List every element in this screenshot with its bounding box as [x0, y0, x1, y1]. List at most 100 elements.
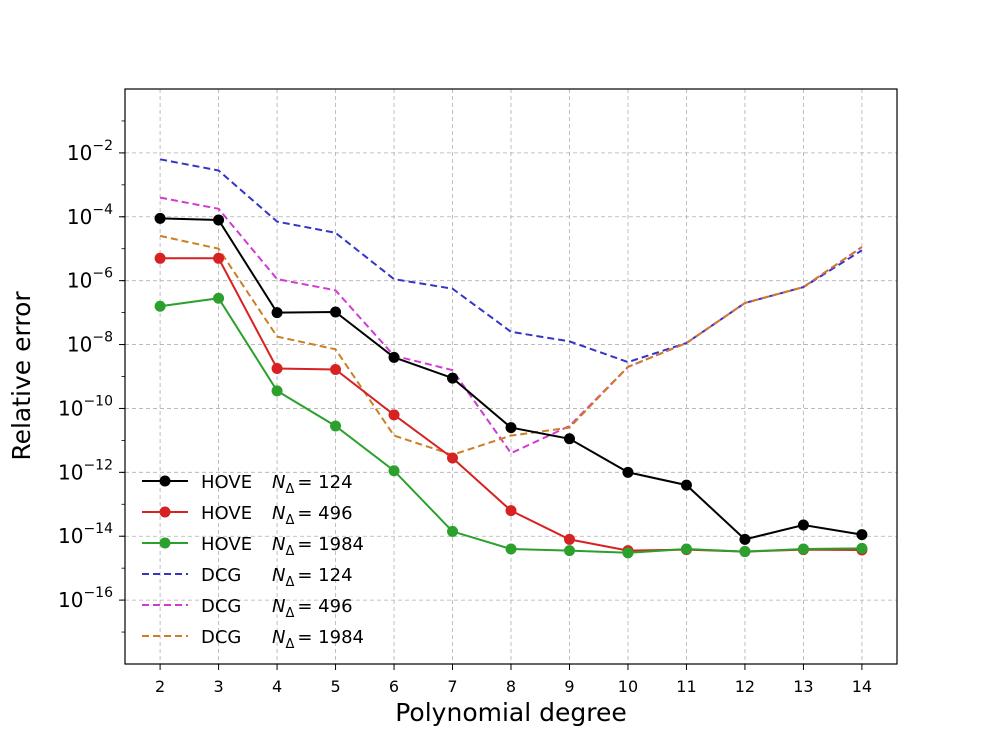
y-tick-label: 10−8 [67, 330, 113, 357]
legend-n-number: = 124 [297, 565, 352, 586]
series-lines [154, 158, 868, 559]
data-point [563, 533, 575, 545]
legend-n-symbol: N [272, 596, 285, 617]
x-tick-label: 13 [793, 677, 813, 696]
legend-n-symbol: N [272, 534, 285, 555]
x-tick-label: 6 [389, 677, 399, 696]
legend-method: HOVE [201, 503, 252, 524]
x-axis-label: Polynomial degree [395, 698, 626, 727]
legend-n-value: NΔ = 496 [272, 596, 353, 621]
data-point [505, 543, 517, 555]
legend-n-number: = 124 [297, 472, 352, 493]
data-point [271, 307, 283, 319]
legend-n-symbol: N [272, 503, 285, 524]
data-point [388, 351, 400, 363]
legend-n-subscript: Δ [285, 513, 294, 528]
legend-n-value: NΔ = 1984 [272, 627, 364, 652]
series-line-dcg-3 [159, 158, 863, 364]
data-point [622, 547, 634, 559]
x-tick-label: 14 [852, 677, 872, 696]
data-point [271, 385, 283, 397]
y-tick-base: 10 [58, 524, 83, 548]
y-tick-label: 10−12 [58, 457, 113, 484]
data-point [154, 300, 166, 312]
legend-n-subscript: Δ [285, 544, 294, 559]
x-tick-label: 11 [676, 677, 696, 696]
data-point [271, 363, 283, 375]
data-point [388, 465, 400, 477]
y-tick-base: 10 [67, 333, 92, 357]
x-axis-ticks: 2 3 4 5 6 7 8 9 10 11 12 13 14 [155, 664, 872, 696]
data-point [680, 479, 692, 491]
y-tick-exponent: −10 [83, 393, 113, 409]
legend-n-number: = 1984 [297, 534, 364, 555]
y-tick-label: 10−10 [58, 393, 113, 420]
data-point [213, 252, 225, 264]
legend-n-symbol: N [272, 627, 285, 648]
legend-n-symbol: N [272, 565, 285, 586]
data-point [154, 252, 166, 264]
legend-method: DCG [201, 596, 241, 617]
data-point [563, 433, 575, 445]
y-tick-base: 10 [67, 269, 92, 293]
data-point [447, 452, 459, 464]
data-point [330, 420, 342, 432]
data-point [680, 543, 692, 555]
legend-n-value: NΔ = 124 [272, 565, 353, 590]
data-point [797, 543, 809, 555]
legend-n-number: = 496 [297, 596, 352, 617]
legend-n-value: NΔ = 496 [272, 503, 353, 528]
x-tick-label: 12 [735, 677, 755, 696]
x-tick-label: 9 [564, 677, 574, 696]
x-tick-label: 7 [447, 677, 457, 696]
data-point [739, 533, 751, 545]
legend-n-subscript: Δ [285, 637, 294, 652]
legend-method: HOVE [201, 534, 252, 555]
data-point [330, 306, 342, 318]
x-tick-label: 4 [272, 677, 282, 696]
data-point [505, 422, 517, 434]
x-tick-label: 5 [330, 677, 340, 696]
data-point [154, 212, 166, 224]
y-tick-exponent: −4 [92, 202, 113, 218]
x-tick-label: 2 [155, 677, 165, 696]
y-tick-label: 10−4 [67, 202, 113, 229]
series-line-dcg-5 [159, 234, 863, 456]
data-point [213, 214, 225, 226]
legend-swatch-marker [159, 475, 171, 487]
data-point [213, 292, 225, 304]
y-tick-exponent: −16 [83, 585, 113, 601]
legend-n-subscript: Δ [285, 482, 294, 497]
y-tick-exponent: −12 [83, 457, 113, 473]
y-axis-label: Relative error [7, 291, 36, 461]
data-point [505, 505, 517, 517]
x-tick-label: 3 [213, 677, 223, 696]
x-tick-label: 10 [618, 677, 638, 696]
legend-method: HOVE [201, 472, 252, 493]
y-tick-exponent: −8 [92, 330, 113, 346]
legend-n-subscript: Δ [285, 606, 294, 621]
data-point [739, 546, 751, 558]
legend-n-number: = 1984 [297, 627, 364, 648]
y-tick-base: 10 [67, 205, 92, 229]
y-tick-label: 10−16 [58, 585, 113, 612]
y-tick-exponent: −6 [92, 266, 113, 282]
data-point [330, 363, 342, 375]
data-point [856, 529, 868, 541]
data-point [563, 545, 575, 557]
y-tick-exponent: −2 [92, 138, 113, 154]
data-point [797, 519, 809, 531]
legend-method: DCG [201, 627, 241, 648]
data-point [388, 409, 400, 421]
x-tick-label: 8 [506, 677, 516, 696]
grid-lines [125, 89, 897, 664]
legend-swatch-marker [159, 506, 171, 518]
legend-swatch-marker [159, 537, 171, 549]
data-point [856, 542, 868, 554]
data-point [447, 525, 459, 537]
y-tick-label: 10−14 [58, 521, 113, 548]
legend-method: DCG [201, 565, 241, 586]
